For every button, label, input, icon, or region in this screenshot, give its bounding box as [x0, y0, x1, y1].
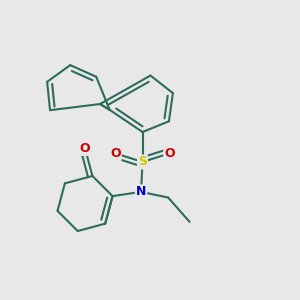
Text: O: O: [110, 147, 121, 160]
Text: O: O: [164, 147, 175, 160]
Text: O: O: [80, 142, 90, 155]
Text: N: N: [136, 185, 146, 198]
Text: S: S: [138, 155, 147, 168]
